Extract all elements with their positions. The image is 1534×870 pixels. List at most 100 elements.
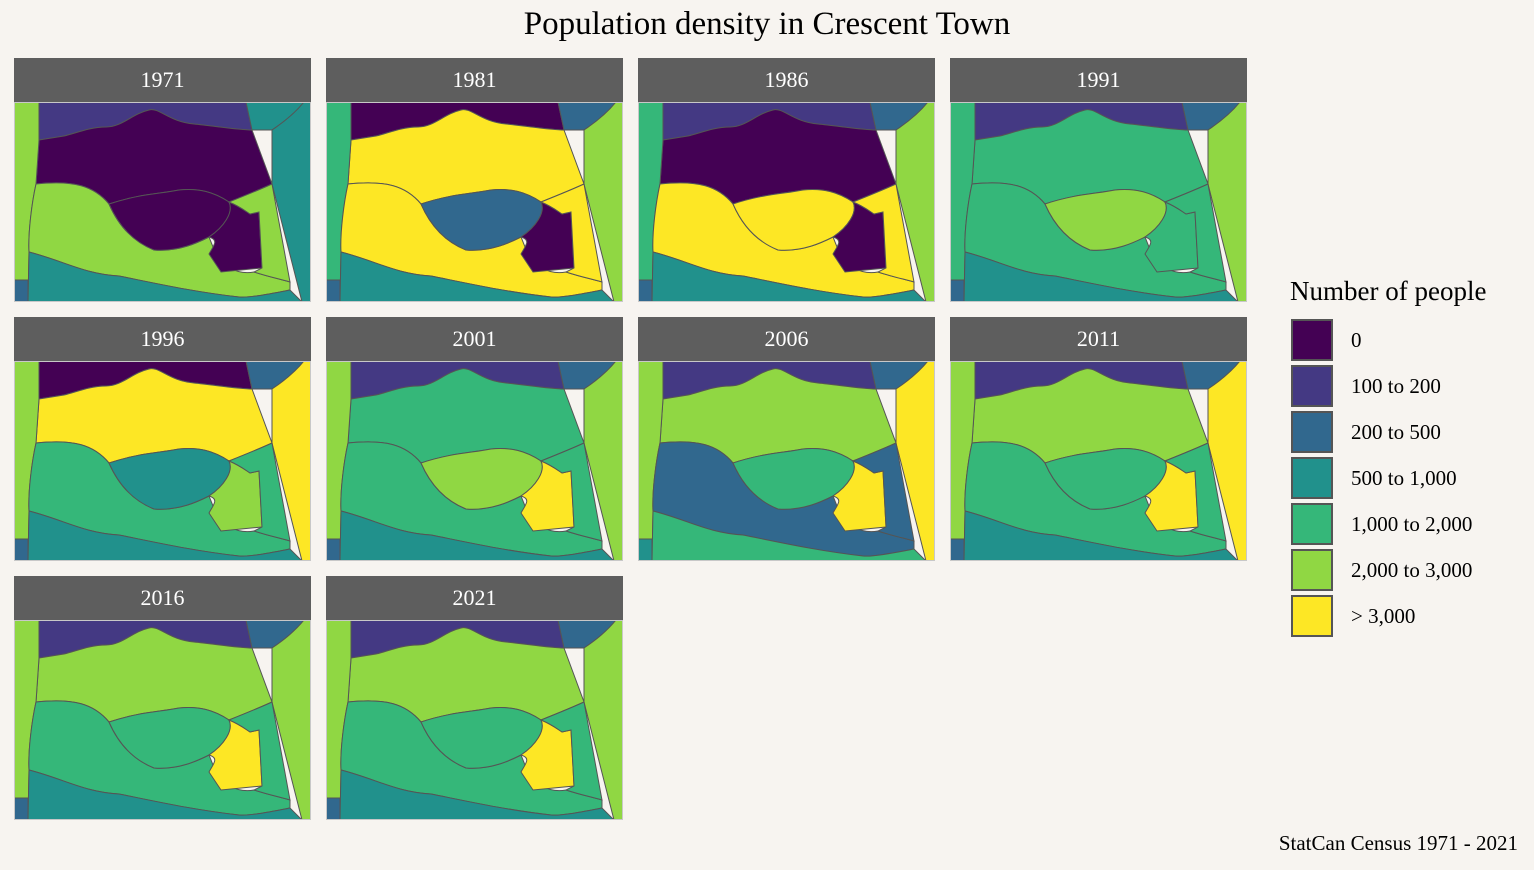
panel-year-label: 1991 [950, 58, 1247, 102]
map-panel-2001: 2001 [326, 317, 623, 561]
legend-swatch [1291, 595, 1333, 637]
region-south-band [963, 251, 1239, 302]
region-south-central [1163, 442, 1227, 542]
region-south-central [227, 442, 291, 542]
map-frame [14, 102, 311, 302]
region-east-strip [583, 102, 623, 302]
map-2021 [326, 620, 623, 820]
legend-label: 1,000 to 2,000 [1351, 512, 1473, 536]
region-south-band [651, 510, 927, 561]
region-southwest-corner [14, 538, 29, 561]
region-south-band [27, 510, 303, 561]
region-south-central [539, 183, 603, 283]
region-east-strip [583, 620, 623, 820]
map-frame [14, 361, 311, 561]
map-1981 [326, 102, 623, 302]
map-panel-2016: 2016 [14, 576, 311, 820]
map-frame [326, 620, 623, 820]
region-south-band [651, 251, 927, 302]
legend-label: > 3,000 [1351, 604, 1416, 628]
map-frame [638, 102, 935, 302]
region-east-strip [1207, 102, 1247, 302]
legend-swatch [1291, 503, 1333, 545]
panel-year-label: 1986 [638, 58, 935, 102]
legend-item: 500 to 1,000 [1290, 457, 1486, 503]
region-southwest-corner [638, 279, 653, 302]
map-frame [950, 361, 1247, 561]
legend-label: 100 to 200 [1351, 374, 1441, 398]
map-2011 [950, 361, 1247, 561]
map-frame [950, 102, 1247, 302]
region-east-strip [1207, 361, 1247, 561]
legend-swatch [1291, 549, 1333, 591]
map-1986 [638, 102, 935, 302]
legend-label: 200 to 500 [1351, 420, 1441, 444]
caption: StatCan Census 1971 - 2021 [1278, 831, 1518, 855]
legend-label: 2,000 to 3,000 [1351, 558, 1473, 582]
map-panel-2021: 2021 [326, 576, 623, 820]
map-frame [638, 361, 935, 561]
map-1971 [14, 102, 311, 302]
region-southwest-corner [950, 538, 965, 561]
region-east-strip [895, 102, 935, 302]
legend-item: 0 [1290, 319, 1486, 365]
map-panel-1991: 1991 [950, 58, 1247, 302]
map-2001 [326, 361, 623, 561]
legend-swatch [1291, 457, 1333, 499]
map-2016 [14, 620, 311, 820]
region-east-strip [271, 361, 311, 561]
map-1996 [14, 361, 311, 561]
panel-year-label: 1981 [326, 58, 623, 102]
legend-swatch [1291, 411, 1333, 453]
region-south-central [227, 701, 291, 801]
panel-year-label: 1996 [14, 317, 311, 361]
region-southwest-corner [326, 279, 341, 302]
region-south-central [851, 442, 915, 542]
panel-year-label: 2016 [14, 576, 311, 620]
map-panel-2006: 2006 [638, 317, 935, 561]
region-southwest-corner [14, 797, 29, 820]
legend-item: 100 to 200 [1290, 365, 1486, 411]
region-southwest-corner [638, 538, 653, 561]
map-panel-1971: 1971 [14, 58, 311, 302]
legend-title: Number of people [1290, 276, 1487, 306]
region-south-band [339, 510, 615, 561]
map-panel-1981: 1981 [326, 58, 623, 302]
region-southwest-corner [950, 279, 965, 302]
legend-item: 2,000 to 3,000 [1290, 549, 1486, 595]
region-east-strip [895, 361, 935, 561]
region-southwest-corner [326, 538, 341, 561]
region-south-central [1163, 183, 1227, 283]
legend-item: > 3,000 [1290, 595, 1486, 641]
region-south-band [27, 251, 303, 302]
region-southwest-corner [326, 797, 341, 820]
region-south-band [339, 251, 615, 302]
map-2006 [638, 361, 935, 561]
map-frame [326, 102, 623, 302]
legend-label: 500 to 1,000 [1351, 466, 1457, 490]
map-frame [14, 620, 311, 820]
legend-items: 0 100 to 200 200 to 500 500 to 1,000 1,000 t… [1290, 319, 1486, 641]
legend-swatch [1291, 365, 1333, 407]
legend-swatch [1291, 319, 1333, 361]
region-south-central [539, 442, 603, 542]
legend-item: 1,000 to 2,000 [1290, 503, 1486, 549]
region-east-strip [271, 620, 311, 820]
panel-year-label: 2021 [326, 576, 623, 620]
map-panel-1996: 1996 [14, 317, 311, 561]
legend: Number of people 0 100 to 200 200 to 500 50… [1290, 276, 1486, 641]
panel-year-label: 2001 [326, 317, 623, 361]
panel-year-label: 2006 [638, 317, 935, 361]
legend-label: 0 [1351, 328, 1362, 352]
panel-year-label: 2011 [950, 317, 1247, 361]
map-panel-2011: 2011 [950, 317, 1247, 561]
region-south-band [963, 510, 1239, 561]
region-east-strip [583, 361, 623, 561]
region-south-central [227, 183, 291, 283]
region-south-central [539, 701, 603, 801]
map-1991 [950, 102, 1247, 302]
region-southwest-corner [14, 279, 29, 302]
region-south-central [851, 183, 915, 283]
region-east-strip [271, 102, 311, 302]
map-frame [326, 361, 623, 561]
